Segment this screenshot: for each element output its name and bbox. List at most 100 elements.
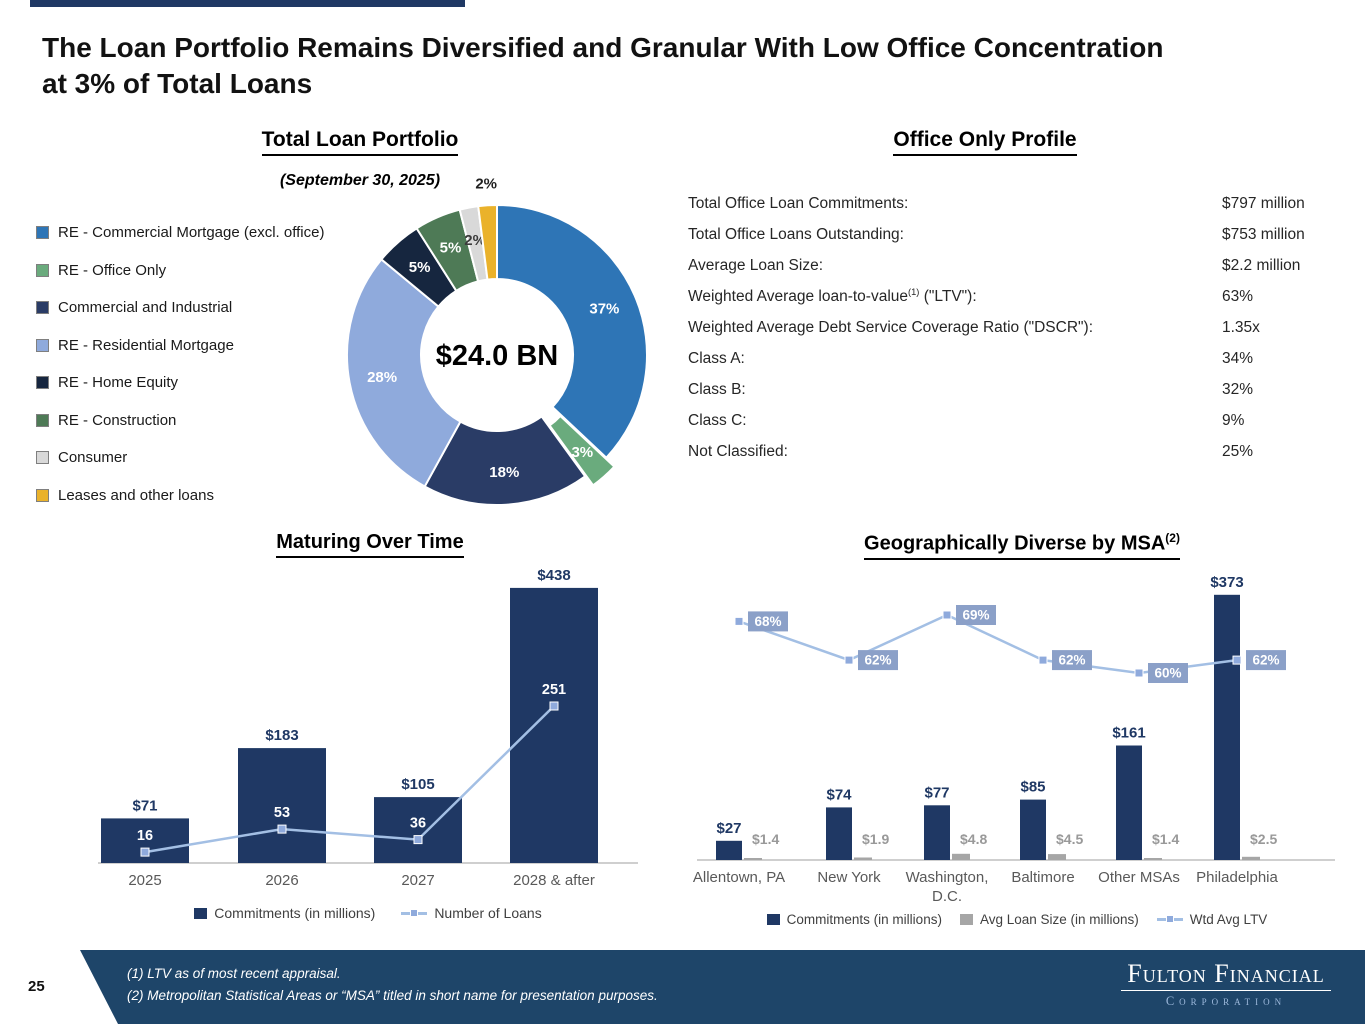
legend-label: Avg Loan Size (in millions) [979,912,1139,927]
ltv-value-label: 60% [1154,666,1181,681]
legend-item: Wtd Avg LTV [1156,912,1268,927]
loans-line [144,705,555,854]
table-row: Not Classified: 25% [688,436,1333,467]
avg-loan-size-label: $4.5 [1056,831,1083,847]
x-axis-label: 2028 & after [513,872,595,889]
donut-slice [496,203,648,460]
loans-marker [140,847,150,857]
x-axis-label: 2026 [265,872,298,889]
loans-marker [549,701,559,711]
legend-swatch-icon [36,376,49,390]
donut-slice-label: 37% [589,301,619,318]
company-logo-subtitle: Corporation [1165,994,1287,1009]
legend-swatch-icon [959,914,973,925]
legend-item: Commitments (in millions) [766,912,942,927]
row-value: 34% [1222,349,1254,367]
donut-slice [423,415,587,506]
footer-band: 25 (1) LTV as of most recent appraisal. … [0,950,1365,1024]
ltv-label-box [748,611,788,632]
legend-swatch-icon [36,488,49,502]
geo-chart-title: Geographically Diverse by MSA(2) [812,531,1232,560]
geo-chart-title-text: Geographically Diverse by MSA(2) [864,531,1180,560]
commitment-bar [238,748,326,863]
donut-slice-label: 3% [571,444,593,461]
legend-label: RE - Office Only [58,261,167,279]
maturing-chart-title-text: Maturing Over Time [276,531,464,558]
office-profile-table: Total Office Loan Commitments: $797 milli… [688,188,1333,467]
company-logo-rule [1121,989,1331,992]
donut-slice [346,257,462,488]
commitment-bar [1116,745,1142,860]
avg-loan-size-label: $2.5 [1250,831,1277,847]
ltv-value-label: 62% [864,653,891,668]
legend-item: Number of Loans [401,905,542,921]
portfolio-chart-title-text: Total Loan Portfolio [261,128,459,156]
legend-swatch-icon [36,301,49,315]
legend-label: Commercial and Industrial [58,299,233,317]
row-value: 63% [1222,287,1254,305]
bar-value-label: $373 [1210,574,1243,591]
legend-item: Commercial and Industrial [36,289,336,327]
loans-value-label: 36 [410,816,426,832]
office-profile-title: Office Only Profile [783,128,1187,156]
avg-loan-size-label: $1.9 [862,831,889,847]
x-axis-label: 2027 [401,872,434,889]
avg-loan-size-bar [1048,854,1066,860]
commitment-bar [510,587,598,863]
footnote-1: (1) LTV as of most recent appraisal. [127,966,341,981]
avg-loan-size-label: $1.4 [752,831,779,847]
row-value: 9% [1222,411,1245,429]
row-value: $753 million [1222,225,1305,243]
avg-loan-size-label: $4.8 [960,831,987,847]
avg-loan-size-bar [952,853,970,860]
bar-value-label: $71 [132,797,157,814]
ltv-marker [844,655,854,665]
x-axis-label: 2025 [128,872,161,889]
row-label: Class B: [688,380,746,398]
bar-value-label: $74 [826,786,852,803]
company-logo: Fulton Financial Corporation [1121,959,1331,1009]
ltv-label-box [858,650,898,671]
commitment-bar [1020,799,1046,860]
donut-slice-label: 28% [367,369,397,386]
table-row: Total Office Loans Outstanding: $753 mill… [688,219,1333,250]
top-accent-bar [30,0,465,7]
maturing-chart: $71 2025 $183 2026 $105 2027 $438 2028 & after 1… [88,560,648,905]
loans-marker [413,835,423,845]
portfolio-chart-title: Total Loan Portfolio [150,128,570,156]
maturing-chart-title: Maturing Over Time [160,531,580,558]
loans-value-label: 53 [274,805,290,821]
legend-label: RE - Residential Mortgage [58,336,234,354]
row-label: Class C: [688,411,747,429]
legend-label: Wtd Avg LTV [1189,912,1268,927]
bar-value-label: $27 [716,820,741,837]
row-label: Not Classified: [688,442,788,460]
row-value: 25% [1222,442,1254,460]
row-label: Weighted Average Debt Service Coverage R… [688,318,1094,336]
row-value: $797 million [1222,194,1305,212]
row-value: $2.2 million [1222,256,1301,274]
chart-svg: 37%3%18%28%5%5% 2%2%$24.0 BN [346,175,648,506]
donut-slice-label: 18% [489,464,519,481]
x-axis-label: New York [817,869,881,886]
legend-item: Avg Loan Size (in millions) [959,912,1139,927]
bar-value-label: $105 [401,776,434,793]
portfolio-donut-chart: 37% 3% 18% 28% 5% 5% 2% 2% $24.0 BN [337,165,657,521]
loans-marker [277,824,287,834]
commitment-bar [924,805,950,860]
avg-loan-size-label: $1.4 [1152,831,1179,847]
company-logo-name: Fulton Financial [1127,959,1325,988]
row-label: Weighted Average loan-to-value(1) ("LTV"… [688,286,977,306]
ltv-marker [942,610,952,620]
legend-swatch-icon [194,907,208,919]
legend-item: RE - Commercial Mortgage (excl. office) [36,214,336,252]
bar-value-label: $85 [1020,779,1045,796]
bar-value-label: $183 [265,727,298,744]
chart-svg: $71 2025 $183 2026 $105 2027 $438 2028 & after 1… [98,567,638,889]
avg-loan-size-bar [854,857,872,860]
legend-item: RE - Home Equity [36,364,336,402]
table-row: Total Office Loan Commitments: $797 milli… [688,188,1333,219]
legend-item: RE - Construction [36,402,336,440]
portfolio-legend: RE - Commercial Mortgage (excl. office) R… [36,214,336,514]
